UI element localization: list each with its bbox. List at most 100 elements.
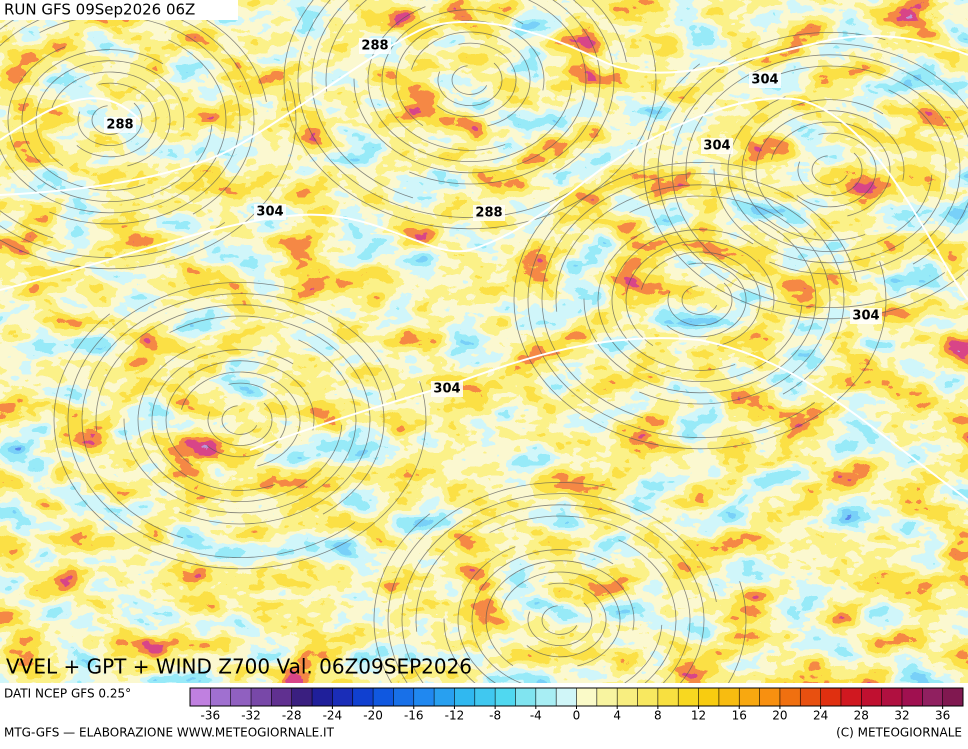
colorbar-tick-label: -8 (489, 709, 501, 723)
streamline (755, 110, 905, 217)
streamline (555, 184, 845, 395)
streamline (325, 0, 615, 175)
streamline (387, 482, 616, 683)
streamline (471, 549, 614, 683)
streamline (311, 0, 627, 199)
colorbar-cell (881, 688, 903, 706)
streamline (436, 42, 517, 118)
contour-label-bg (701, 138, 733, 154)
colorbar-tick-label: 20 (772, 709, 787, 723)
colorbar-cell (800, 688, 821, 706)
data-source: DATI NCEP GFS 0.25° (4, 687, 131, 701)
colorbar-tick-label: -20 (363, 709, 383, 723)
contour-label-bg (254, 204, 286, 220)
streamline (206, 382, 287, 458)
colorbar-tick-label: 28 (854, 709, 869, 723)
vertical-velocity-field (0, 0, 968, 683)
streamline (796, 132, 877, 208)
colorbar-tick-label: -36 (201, 709, 221, 723)
contour-label-bg (359, 38, 391, 54)
streamline (76, 82, 157, 158)
streamline (527, 602, 593, 646)
streamline (457, 546, 663, 683)
streamline (411, 31, 531, 127)
contour-label: 304 (703, 139, 730, 154)
streamline (541, 605, 578, 635)
colorbar-cell (312, 688, 333, 706)
streamline (666, 262, 747, 338)
streamline (53, 313, 427, 570)
colorbar-cell (617, 688, 638, 706)
streamline (667, 282, 733, 326)
streamline (681, 285, 718, 315)
colorbar-cell (739, 688, 760, 706)
streamline (513, 193, 887, 450)
colorbar-cell (352, 688, 374, 706)
colorbar-cell (759, 688, 781, 706)
colorbar-cell (840, 688, 862, 706)
colorbar-tick-label: -12 (445, 709, 465, 723)
colorbar-tick-label: -32 (241, 709, 261, 723)
colorbar-cell (210, 688, 231, 706)
colorbar-cell (495, 688, 516, 706)
streamline (671, 43, 968, 289)
streamline (797, 152, 863, 196)
colorbar-cell (556, 688, 577, 706)
colorbar-tick-label: 32 (894, 709, 909, 723)
streamline (625, 240, 775, 347)
streamline (0, 81, 297, 270)
streamline (741, 99, 884, 241)
colorbar-cell (332, 688, 354, 706)
colorbar-cell (413, 688, 435, 706)
contour-label-bg (749, 72, 781, 88)
streamline (169, 315, 371, 525)
streamline (123, 339, 357, 514)
colorbar-cell (454, 688, 476, 706)
run-label: RUN GFS 09Sep2026 06Z (4, 1, 195, 19)
contour-label: 304 (433, 382, 460, 397)
contour-label: 304 (256, 205, 283, 220)
streamline (0, 0, 226, 258)
streamline (81, 293, 397, 539)
streamline (527, 162, 816, 438)
contour-label: 288 (475, 206, 502, 221)
streamline (137, 346, 343, 502)
colorbar-cell (230, 688, 252, 706)
colorbar: -36 -32 -28 -24 -20 -16 -12 -8 -4 0 4 8 12 16 20 24 28 32… (189, 687, 964, 723)
contour-line (0, 97, 968, 301)
streamline (181, 371, 301, 467)
streamline (443, 539, 677, 683)
run-label-box (0, 0, 238, 20)
colorbar-cell (434, 688, 455, 706)
contour-labels: 288 288 304 304 304 288 304 304 (104, 38, 882, 397)
streamline (381, 9, 524, 151)
streamline (0, 39, 227, 214)
contour-label-bg (104, 117, 136, 133)
streamline (77, 102, 143, 146)
streamline (501, 571, 621, 667)
streamline (401, 493, 717, 683)
colorbar-cell (698, 688, 720, 706)
colorbar-cell (637, 688, 659, 706)
streamline (685, 54, 968, 265)
colorbar-tick-label: -24 (323, 709, 343, 723)
colorbar-cell (271, 688, 293, 706)
streamline (283, 0, 657, 230)
contour-label-bg (473, 205, 505, 221)
colorbar-cell (922, 688, 943, 706)
streamline (437, 62, 503, 106)
colorbar-cell (251, 688, 272, 706)
colorbar-cell (576, 688, 598, 706)
colorbar-cell (291, 688, 313, 706)
colorbar-cell (678, 688, 699, 706)
colorbar-tick-label: 12 (691, 709, 706, 723)
streamline (811, 155, 848, 185)
contour-label: 288 (361, 39, 388, 54)
streamline (611, 229, 754, 371)
streamline (165, 360, 315, 467)
colorbar-cell (779, 688, 801, 706)
streamline (95, 304, 385, 515)
streamline (526, 582, 607, 658)
